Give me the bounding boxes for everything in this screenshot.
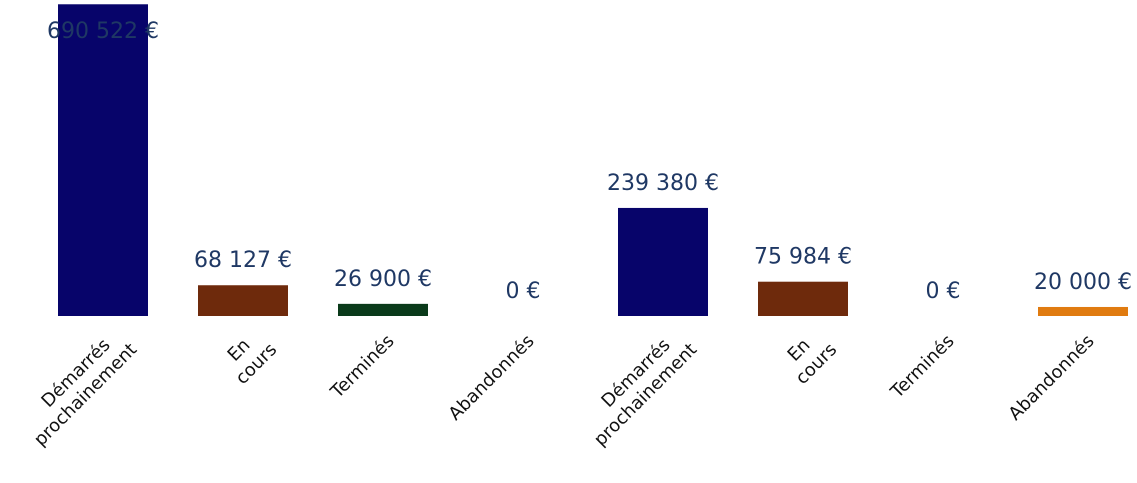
x-tick-label: Abandonnés (445, 331, 539, 425)
x-tick-label: En cours (216, 324, 281, 389)
value-label: 20 000 € (1034, 270, 1132, 295)
value-label: 75 984 € (754, 245, 852, 270)
bar (758, 281, 848, 316)
bar (338, 303, 428, 316)
value-label: 0 € (506, 279, 541, 304)
value-label: 239 380 € (607, 171, 719, 196)
x-tick-label: Démarrés prochainement (14, 324, 141, 451)
value-label: 0 € (926, 279, 961, 304)
bar (198, 285, 288, 316)
x-tick-label: Terminés (326, 331, 398, 403)
x-tick-label: Abandonnés (1005, 331, 1099, 425)
x-tick-label: En cours (776, 324, 841, 389)
value-label: 690 522 € (47, 19, 159, 44)
bar (1038, 306, 1128, 316)
bar (618, 207, 708, 316)
x-tick-label: Démarrés prochainement (574, 324, 701, 451)
value-label: 26 900 € (334, 267, 432, 292)
value-label: 68 127 € (194, 248, 292, 273)
bar (58, 4, 148, 317)
x-tick-label: Terminés (886, 331, 958, 403)
